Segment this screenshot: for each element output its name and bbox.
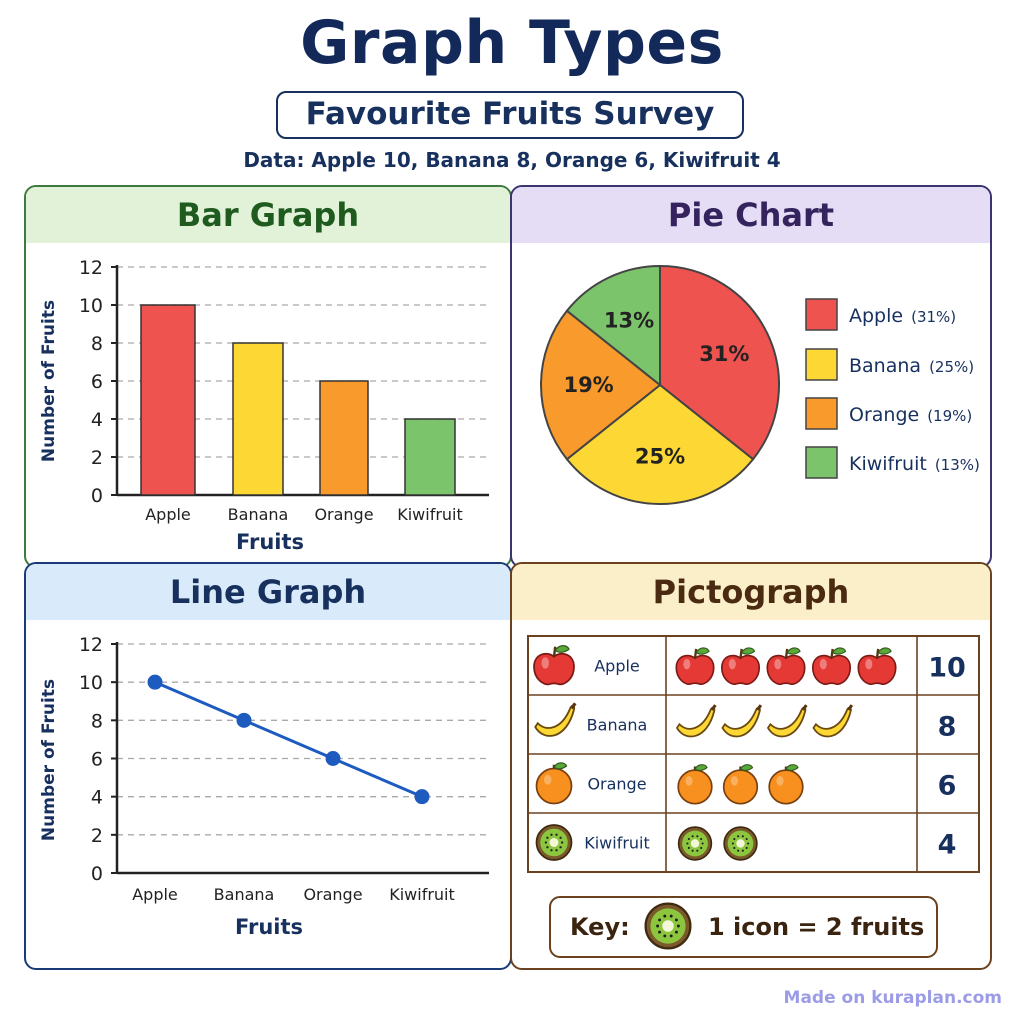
legend-label-banana: Banana (25%): [849, 355, 974, 377]
page-title: Graph Types: [300, 8, 724, 78]
x-tick-label: Kiwifruit: [397, 505, 463, 524]
pie-slice-apple: [659, 264, 780, 461]
pictograph-row-value: 4: [938, 830, 957, 861]
bar-orange: [319, 380, 369, 496]
legend-label-orange: Orange (19%): [849, 404, 972, 426]
line-point-apple: [147, 674, 163, 690]
pie-slice-kiwifruit: [565, 264, 661, 388]
pie-chart-title: Pie Chart: [512, 187, 990, 243]
pictograph-row-label: Orange: [587, 775, 646, 794]
legend-swatch-banana: [805, 348, 838, 381]
banana-icon: [721, 704, 763, 738]
orange-icon: [768, 764, 804, 805]
y-tick-label: 0: [91, 485, 103, 507]
pictograph-row-label: Apple: [594, 657, 640, 676]
pictograph-row-label: Kiwifruit: [584, 834, 650, 853]
orange-icon: [722, 764, 759, 805]
bar-chart-svg: 0 2 4 6 8 10 12 Apple Banana Orange Kiwifruit Fruit…: [39, 257, 489, 554]
pictograph-row-label: Banana: [587, 716, 648, 735]
line-chart-svg: 0 2 4 6 8 10 12 Apple Banana Orange Kiwifruit Fruit…: [39, 634, 489, 939]
apple-icon: [720, 647, 761, 685]
x-tick-label: Apple: [145, 505, 191, 524]
x-tick-label: Orange: [314, 505, 373, 524]
y-tick-label: 8: [91, 333, 103, 355]
line-point-kiwifruit: [414, 789, 430, 805]
y-tick-label: 6: [91, 749, 103, 771]
apple-icon: [857, 647, 897, 685]
bar-graph-title: Bar Graph: [26, 187, 510, 243]
pictograph-svg: Apple 10 Banana 8 Orange 6 Kiwifruit 4 Key: 1 ico…: [527, 635, 980, 958]
y-tick-label: 0: [91, 863, 103, 885]
x-tick-label: Kiwifruit: [389, 885, 455, 904]
y-tick-label: 4: [91, 409, 103, 431]
legend-label-kiwifruit: Kiwifruit (13%): [849, 453, 980, 475]
pie-slice-label: 25%: [635, 444, 685, 468]
y-tick-label: 8: [91, 710, 103, 732]
banana-icon: [812, 704, 854, 738]
pie-chart-svg: 31% 25% 19% 13% Apple (31%) Banana (25%) Orange(…: [540, 264, 980, 505]
x-tick-label: Apple: [132, 885, 178, 904]
x-tick-label: Orange: [303, 885, 362, 904]
line-series: [154, 680, 423, 799]
pie-slice-label: 31%: [699, 342, 749, 366]
pie-chart-panel: Pie Chart 31% 25% 19% 13% Apple (31%) Banana (2…: [510, 185, 992, 568]
y-tick-label: 2: [91, 447, 103, 469]
legend-swatch-kiwifruit: [805, 446, 838, 479]
bar-graph-panel: Bar Graph 0 2 4 6 8 10 12 Apple Banana Orange Kiwi…: [24, 185, 512, 568]
key-label: Key:: [570, 913, 630, 941]
line-point-orange: [325, 751, 341, 766]
y-tick-label: 10: [79, 295, 103, 317]
line-graph-title: Line Graph: [26, 564, 510, 620]
banana-icon: [766, 704, 808, 738]
apple-icon: [766, 647, 806, 685]
bar-apple: [140, 304, 196, 496]
y-tick-label: 4: [91, 787, 103, 809]
pictograph-row-value: 8: [938, 712, 957, 743]
bar-kiwifruit: [404, 418, 456, 496]
y-tick-label: 10: [79, 672, 103, 694]
apple-icon: [675, 647, 715, 685]
bar-banana: [232, 342, 284, 496]
pictograph-title: Pictograph: [512, 564, 990, 620]
orange-icon: [535, 762, 573, 805]
y-tick-label: 2: [91, 825, 103, 847]
kiwifruit-icon: [677, 826, 713, 861]
pie-slice-banana: [565, 383, 755, 505]
pie-slice-label: 13%: [604, 309, 654, 333]
legend-swatch-orange: [805, 397, 838, 430]
apple-icon: [533, 645, 575, 686]
banana-icon: [534, 702, 577, 737]
credit-link[interactable]: Made on kuraplan.com: [783, 988, 1002, 1008]
data-summary: Data: Apple 10, Banana 8, Orange 6, Kiwi…: [243, 148, 781, 172]
banana-icon: [675, 704, 717, 738]
pictograph-panel: Pictograph Apple 10 Banana 8 Orange 6 Kiwifrui…: [510, 562, 992, 970]
x-axis-title: Fruits: [235, 915, 303, 939]
kiwifruit-icon: [644, 902, 692, 950]
pictograph-row-value: 6: [938, 771, 957, 802]
kiwifruit-icon: [723, 826, 758, 861]
orange-icon: [677, 764, 713, 805]
pie-slice-label: 19%: [563, 373, 613, 397]
apple-icon: [811, 647, 852, 685]
kiwifruit-icon: [535, 824, 573, 861]
x-axis-title: Fruits: [236, 530, 304, 554]
legend-label-apple: Apple (31%): [849, 305, 956, 327]
y-axis-title: Number of Fruits: [39, 300, 59, 462]
pictograph-row-value: 10: [928, 653, 966, 684]
key-text: 1 icon = 2 fruits: [708, 913, 924, 941]
key-box: [549, 896, 938, 958]
pie-slice-orange: [540, 309, 662, 461]
line-graph-panel: Line Graph 0 2 4 6 8 10 12 Apple Banana Orange Kiw…: [24, 562, 512, 970]
y-tick-label: 12: [79, 257, 103, 279]
y-tick-label: 6: [91, 371, 103, 393]
x-tick-label: Banana: [214, 885, 275, 904]
x-tick-label: Banana: [228, 505, 289, 524]
legend-swatch-apple: [805, 298, 838, 331]
y-tick-label: 12: [79, 634, 103, 656]
line-point-banana: [236, 712, 252, 728]
y-axis-title: Number of Fruits: [39, 679, 59, 841]
survey-subtitle: Favourite Fruits Survey: [276, 91, 744, 139]
